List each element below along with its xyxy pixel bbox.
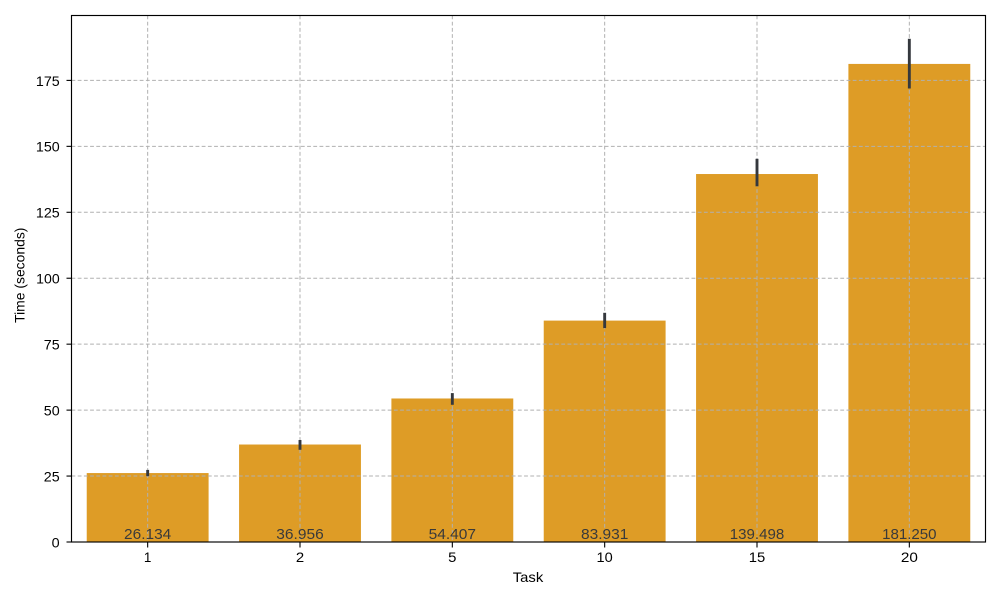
svg-text:Task: Task xyxy=(513,569,545,585)
svg-text:2: 2 xyxy=(296,549,305,565)
svg-text:5: 5 xyxy=(448,549,457,565)
svg-text:181.250: 181.250 xyxy=(882,526,937,543)
svg-text:150: 150 xyxy=(36,139,60,155)
svg-text:100: 100 xyxy=(36,271,60,287)
svg-text:Time (seconds): Time (seconds) xyxy=(12,228,28,323)
svg-text:20: 20 xyxy=(901,549,918,565)
svg-text:75: 75 xyxy=(44,337,60,353)
svg-text:26.134: 26.134 xyxy=(124,526,171,543)
svg-text:1: 1 xyxy=(144,549,152,565)
svg-text:175: 175 xyxy=(36,73,60,89)
svg-text:139.498: 139.498 xyxy=(730,526,785,543)
svg-text:83.931: 83.931 xyxy=(581,526,628,543)
svg-text:54.407: 54.407 xyxy=(429,526,476,543)
svg-text:125: 125 xyxy=(36,205,60,221)
svg-text:15: 15 xyxy=(749,549,766,565)
svg-text:0: 0 xyxy=(52,534,60,550)
svg-text:50: 50 xyxy=(44,402,60,418)
svg-text:10: 10 xyxy=(597,549,613,565)
svg-text:25: 25 xyxy=(44,468,60,484)
svg-text:36.956: 36.956 xyxy=(276,526,323,543)
